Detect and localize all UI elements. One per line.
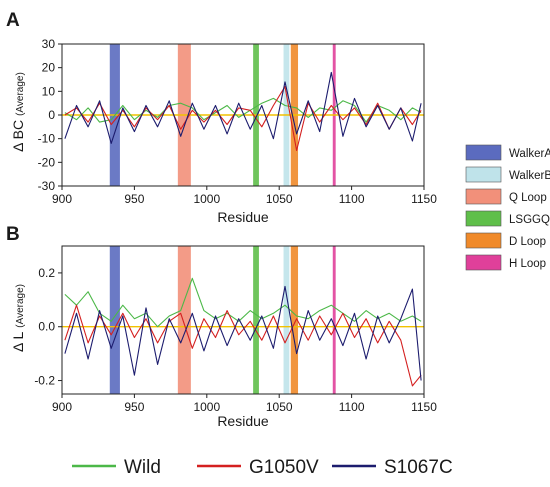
region-walkerb-b — [283, 246, 290, 394]
panel-a: A 900 950 1000 1050 1100 1150 30 20 10 0 -10 -20 -30… — [6, 10, 437, 225]
plot-frame-a — [61, 43, 425, 187]
y-tick-label-a: 20 — [42, 61, 56, 75]
y-axis-title-paren-a: (Average) — [15, 72, 26, 116]
ticks-b: 900 950 1000 1050 1100 1150 0.2 0.0 -0.2 — [34, 266, 437, 414]
y-tick-label-b: 0.2 — [38, 266, 55, 280]
series-line-s1067c-a — [64, 71, 422, 144]
region-legend-label-walkerb: WalkerB — [509, 170, 550, 182]
series-legend: Wild G1050V S1067C — [72, 457, 453, 478]
panel-b: B 900 950 1000 1050 1100 1150 0.2 0.0 -0.2 Δ L (A… — [6, 224, 437, 429]
y-axis-title-paren-b: (Average) — [15, 284, 26, 328]
x-tick-label-b: 1000 — [193, 400, 220, 414]
region-legend-swatch-lsggq — [465, 210, 502, 227]
x-tick-label-a: 1000 — [193, 192, 220, 206]
region-legend-label-d-loop: D Loop — [509, 236, 546, 248]
y-tick-label-a: 10 — [42, 84, 56, 98]
region-legend-swatch-d-loop — [465, 232, 502, 249]
series-line-wild-b — [64, 277, 422, 328]
region-q-loop-b — [177, 246, 191, 394]
series-legend-label-s1067c: S1067C — [384, 457, 453, 478]
region-walkera-b — [109, 246, 120, 394]
x-tick-label-a: 1050 — [266, 192, 293, 206]
series-legend-label-wild: Wild — [124, 457, 161, 478]
y-axis-title-main-b: Δ L — [10, 332, 26, 352]
y-tick-label-a: 30 — [42, 37, 56, 51]
x-tick-label-a: 900 — [52, 192, 72, 206]
region-h-loop-b — [332, 246, 336, 394]
region-lsggq-b — [253, 246, 259, 394]
region-legend-label-walkera: WalkerA — [509, 148, 550, 160]
x-tick-label-b: 1050 — [266, 400, 293, 414]
x-tick-label-a: 1100 — [339, 192, 365, 206]
y-axis-title-main-a: Δ BC — [10, 120, 26, 152]
x-tick-label-a: 950 — [124, 192, 144, 206]
y-tick-label-a: -10 — [38, 132, 56, 146]
lines-b — [62, 277, 424, 387]
series-line-wild-a — [64, 97, 422, 123]
x-tick-label-a: 1150 — [411, 192, 437, 206]
region-legend-swatch-walkera — [465, 144, 502, 161]
y-tick-label-b: 0.0 — [38, 320, 55, 334]
panel-label-b: B — [6, 224, 20, 245]
series-line-s1067c-b — [64, 285, 422, 381]
series-line-g1050v-b — [64, 304, 422, 387]
y-tick-label-a: -20 — [38, 155, 56, 169]
region-legend-swatch-walkerb — [465, 166, 502, 183]
x-tick-label-b: 900 — [52, 400, 72, 414]
y-axis-title-a: Δ BC (Average) — [10, 72, 26, 152]
region-legend-label-h-loop: H Loop — [509, 258, 546, 270]
x-tick-label-b: 1100 — [339, 400, 365, 414]
plot-frame-b — [61, 245, 425, 395]
x-axis-title-a: Residue — [217, 209, 269, 225]
region-legend: WalkerA WalkerB Q Loop LSGGQ D Loop H Loop — [465, 144, 550, 271]
region-legend-label-q-loop: Q Loop — [509, 192, 547, 204]
x-tick-label-b: 950 — [124, 400, 144, 414]
regions-b — [109, 246, 336, 394]
x-axis-title-b: Residue — [217, 413, 269, 429]
region-legend-label-lsggq: LSGGQ — [509, 214, 550, 226]
ticks-a: 900 950 1000 1050 1100 1150 30 20 10 0 -10 -20 -30 — [38, 37, 438, 206]
series-legend-label-g1050v: G1050V — [249, 457, 319, 478]
lines-a — [62, 71, 424, 152]
region-legend-swatch-q-loop — [465, 188, 502, 205]
region-legend-swatch-h-loop — [465, 254, 502, 271]
y-axis-title-b: Δ L (Average) — [10, 284, 26, 352]
x-tick-label-b: 1150 — [411, 400, 437, 414]
panel-label-a: A — [6, 10, 20, 31]
y-tick-label-a: 0 — [48, 108, 55, 122]
region-d-loop-b — [290, 246, 299, 394]
y-tick-label-b: -0.2 — [34, 374, 55, 388]
y-tick-label-a: -30 — [38, 179, 56, 193]
